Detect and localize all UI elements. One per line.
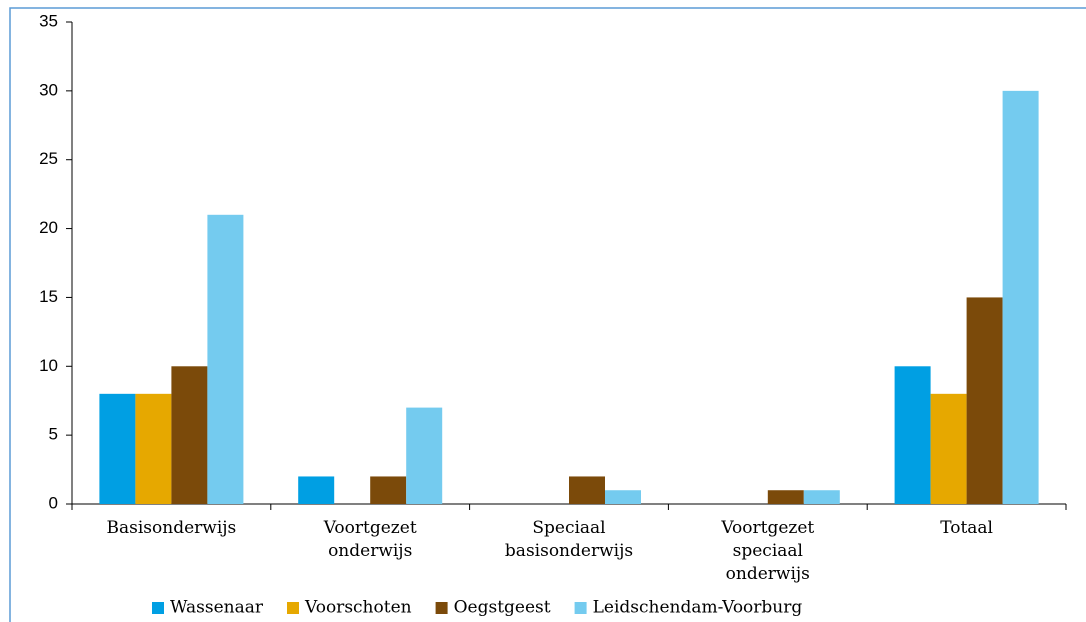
x-tick-label: Speciaal basisonderwijs	[505, 518, 633, 561]
legend: Wassenaar Voorschoten Oegstgeest Leidschend…	[152, 598, 802, 618]
legend-label: Oegstgeest	[454, 598, 551, 618]
legend-label: Leidschendam-Voorburg	[593, 598, 803, 618]
y-tick-label: 20	[39, 218, 58, 237]
legend-swatch	[152, 602, 164, 614]
y-tick-label: 30	[39, 80, 58, 99]
bar	[930, 393, 967, 504]
legend-label: Voorschoten	[304, 598, 412, 618]
bar	[894, 366, 931, 504]
legend-swatch	[287, 602, 299, 614]
y-tick-label: 35	[39, 11, 58, 30]
y-tick-label: 15	[39, 287, 58, 306]
y-tick-label: 25	[39, 149, 58, 168]
legend-label: Wassenaar	[170, 598, 264, 618]
x-tick-label: Voortgezet speciaal onderwijs	[720, 518, 814, 584]
legend-swatch	[574, 602, 587, 614]
bar	[966, 297, 1003, 504]
bar	[569, 476, 605, 504]
bar	[1002, 90, 1039, 504]
x-tick-label: Basisonderwijs	[107, 518, 237, 538]
bar	[803, 490, 840, 504]
x-tick-label: Voortgezet onderwijs	[323, 518, 417, 561]
bar	[207, 214, 244, 505]
bar	[171, 366, 208, 504]
legend-swatch	[435, 602, 448, 614]
bar	[99, 393, 136, 504]
bar	[370, 476, 407, 504]
y-tick-label: 0	[49, 493, 58, 512]
y-tick-label: 10	[39, 356, 58, 375]
bar	[605, 490, 641, 504]
bar	[406, 407, 443, 504]
bar	[135, 393, 172, 504]
frame	[9, 7, 1086, 622]
x-tick-label: Totaal	[940, 518, 993, 538]
y-tick-label: 5	[49, 425, 58, 444]
bar	[767, 490, 804, 504]
bar	[298, 476, 335, 504]
